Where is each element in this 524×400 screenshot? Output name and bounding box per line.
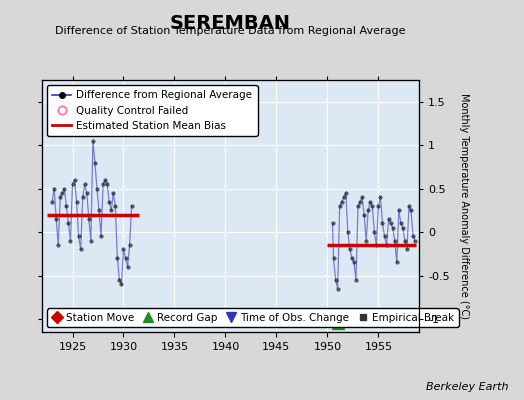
- Text: Berkeley Earth: Berkeley Earth: [426, 382, 508, 392]
- Y-axis label: Monthly Temperature Anomaly Difference (°C): Monthly Temperature Anomaly Difference (…: [460, 93, 470, 319]
- Text: Difference of Station Temperature Data from Regional Average: Difference of Station Temperature Data f…: [56, 26, 406, 36]
- Legend: Station Move, Record Gap, Time of Obs. Change, Empirical Break: Station Move, Record Gap, Time of Obs. C…: [47, 308, 458, 327]
- Text: SEREMBAN: SEREMBAN: [170, 14, 291, 33]
